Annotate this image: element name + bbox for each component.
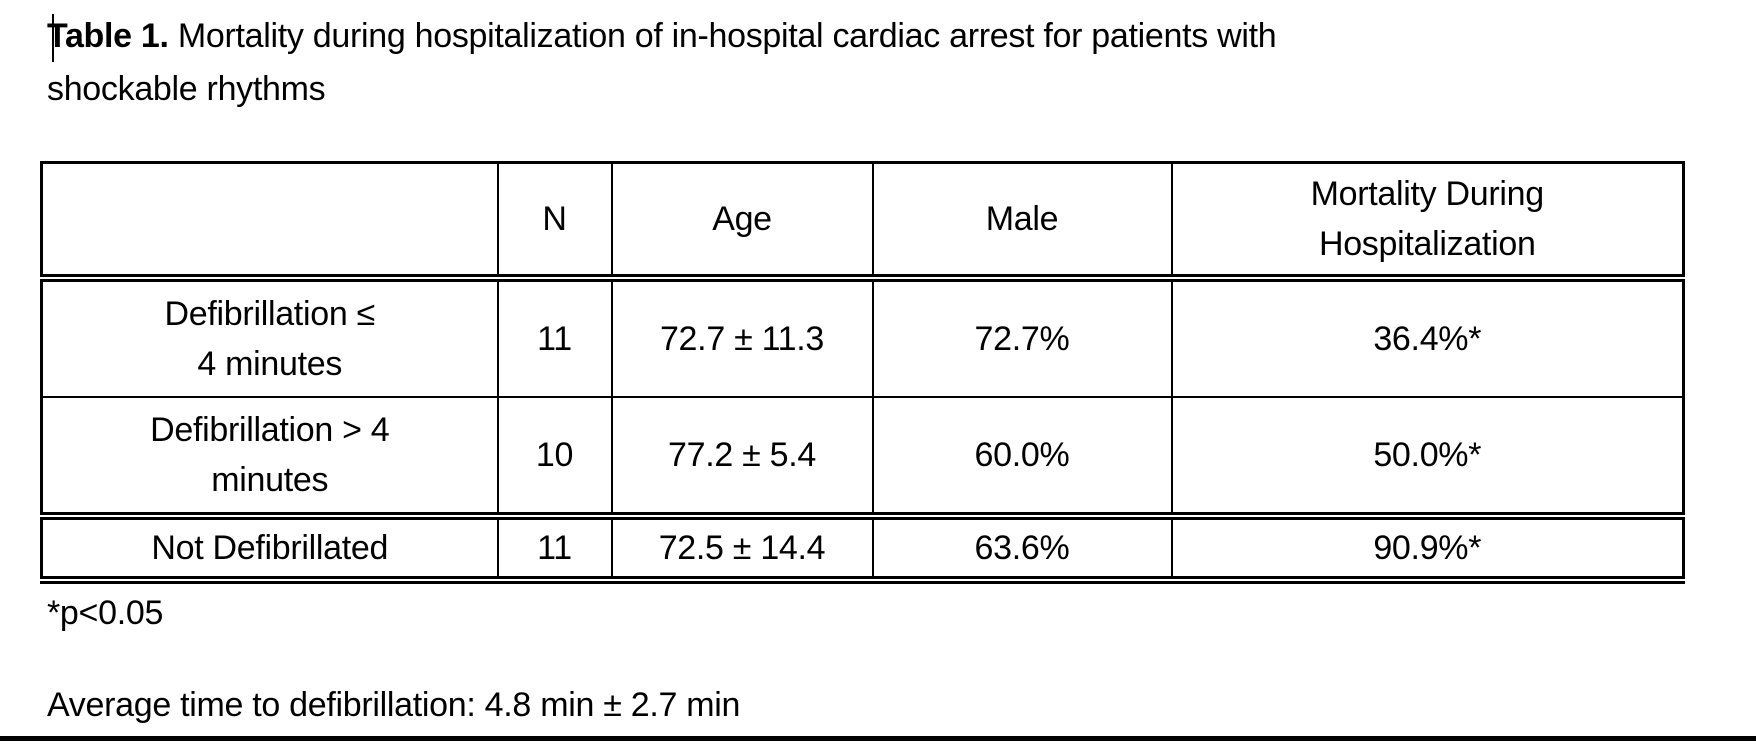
header-cell-group[interactable]: [40, 161, 499, 282]
cell-n-defib-le4[interactable]: 11: [496, 277, 613, 398]
cell-n-not-defib[interactable]: 11: [496, 515, 613, 584]
header-cell-mortality[interactable]: Mortality During Hospitalization: [1170, 161, 1685, 282]
cell-age-not-defib[interactable]: 72.5 ± 14.4: [610, 515, 874, 584]
cell-male-defib-le4[interactable]: 72.7%: [871, 277, 1173, 398]
cell-male-defib-gt4[interactable]: 60.0%: [871, 396, 1173, 520]
text-cursor-caret: [52, 14, 54, 62]
header-cell-male[interactable]: Male: [871, 161, 1173, 282]
bottom-divider-line: [0, 736, 1756, 741]
mortality-table: N Age Male Mortality During Hospitalizat…: [40, 161, 1685, 584]
header-cell-n[interactable]: N: [496, 161, 613, 282]
cell-group-defib-gt4[interactable]: Defibrillation > 4 minutes: [40, 396, 499, 520]
cell-group-not-defib[interactable]: Not Defibrillated: [40, 515, 499, 584]
table-row: Not Defibrillated 11 72.5 ± 14.4 63.6% 9…: [40, 515, 1685, 584]
table-caption-label: Table 1.: [47, 17, 169, 55]
table-row: Defibrillation ≤ 4 minutes 11 72.7 ± 11.…: [40, 277, 1685, 398]
average-defibrillation-time-note[interactable]: Average time to defibrillation: 4.8 min …: [47, 686, 741, 724]
cell-male-not-defib[interactable]: 63.6%: [871, 515, 1173, 584]
table-row: Defibrillation > 4 minutes 10 77.2 ± 5.4…: [40, 396, 1685, 520]
header-row: N Age Male Mortality During Hospitalizat…: [40, 161, 1685, 282]
cell-age-defib-le4[interactable]: 72.7 ± 11.3: [610, 277, 874, 398]
table-caption[interactable]: Table 1. Mortality during hospitalizatio…: [47, 10, 1667, 116]
cell-mortality-defib-le4[interactable]: 36.4%*: [1170, 277, 1685, 398]
cell-mortality-not-defib[interactable]: 90.9%*: [1170, 515, 1685, 584]
cell-n-defib-gt4[interactable]: 10: [496, 396, 613, 520]
cell-mortality-defib-gt4[interactable]: 50.0%*: [1170, 396, 1685, 520]
cell-age-defib-gt4[interactable]: 77.2 ± 5.4: [610, 396, 874, 520]
cell-group-defib-le4[interactable]: Defibrillation ≤ 4 minutes: [40, 277, 499, 398]
significance-footnote[interactable]: *p<0.05: [47, 594, 164, 632]
header-cell-age[interactable]: Age: [610, 161, 874, 282]
table-caption-text: Mortality during hospitalization of in-h…: [47, 17, 1277, 108]
